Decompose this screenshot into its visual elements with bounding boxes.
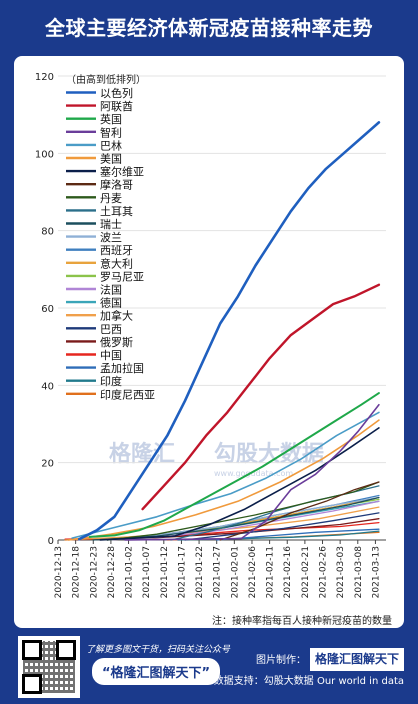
- x-tick-label: 2021-02-16: [283, 546, 293, 599]
- line-chart: 格隆汇 勾股大数据 www.gogudata.com 0 20 40 60 80 100 1…: [35, 72, 386, 598]
- promo-text: 了解更多图文干货，扫码关注公众号: [86, 645, 231, 655]
- legend-label: 以色列: [100, 86, 133, 100]
- series-line: [92, 496, 380, 541]
- watermark-url: www.gogudata.com: [214, 469, 293, 478]
- x-tick-label: 2020-12-28: [107, 546, 117, 599]
- legend-label: 波兰: [100, 231, 122, 244]
- x-tick-label: 2021-01-07: [142, 546, 152, 598]
- legend-label: 印度尼西亚: [100, 387, 155, 401]
- made-by-brand: 格隆汇图解天下: [309, 648, 404, 671]
- watermark: 格隆汇 勾股大数据 www.gogudata.com: [109, 441, 324, 478]
- legend-label: 德国: [100, 296, 122, 310]
- qr-code[interactable]: [18, 636, 80, 698]
- x-tick-label: 2021-03-08: [354, 546, 364, 599]
- qr-corner-icon: [22, 640, 42, 660]
- series-line: [219, 481, 380, 541]
- x-tick-label: 2020-12-23: [89, 546, 99, 598]
- legend-label: 意大利: [100, 256, 133, 270]
- series-line: [99, 427, 380, 541]
- data-source: 数据支持：勾股大数据 Our world in data: [213, 676, 404, 687]
- legend-label: 巴西: [100, 323, 122, 336]
- legend-label: 法国: [100, 283, 122, 297]
- y-tick-label: 80: [41, 227, 54, 238]
- series-line: [67, 419, 380, 541]
- x-tick-label: 2021-01-02: [125, 546, 135, 598]
- y-tick-label: 20: [41, 459, 54, 470]
- series-layer: [64, 121, 381, 541]
- legend-label: 西班牙: [100, 244, 133, 257]
- y-tick-label: 40: [41, 381, 54, 392]
- axes: 0 20 40 60 80 100 120 2020-12-13 2020-12-18 2020-…: [35, 72, 386, 598]
- legend-label: 阿联酋: [100, 99, 133, 113]
- legend-label: 智利: [100, 125, 122, 139]
- legend-label: 英国: [100, 112, 122, 126]
- series-line: [71, 411, 380, 539]
- x-tick-label: 2021-02-26: [319, 546, 329, 599]
- y-tick-label: 0: [48, 536, 54, 547]
- legend-label: 罗马尼亚: [100, 270, 144, 283]
- legend-label: 丹麦: [100, 192, 122, 205]
- series-line: [88, 392, 380, 538]
- x-tick-label: 2021-03-13: [371, 546, 381, 598]
- y-tick-label: 100: [35, 149, 54, 160]
- legend-label: 中国: [100, 349, 122, 362]
- x-tick-label: 2021-02-01: [230, 546, 240, 598]
- chart-note: 注：接种率指每百人接种新冠疫苗的数量: [212, 616, 392, 627]
- series-line: [77, 121, 381, 541]
- legend-label: 瑞士: [100, 217, 122, 231]
- x-tick-label: 2020-12-13: [54, 546, 64, 598]
- series-line: [184, 512, 380, 541]
- x-tick-label: 2021-01-12: [160, 546, 170, 598]
- legend-label: 塞尔维亚: [100, 165, 144, 179]
- x-tick-label: 2021-01-17: [177, 546, 187, 598]
- legend-label: 美国: [100, 153, 122, 166]
- series-line: [106, 481, 380, 541]
- x-tick-label: 2021-02-11: [266, 546, 276, 598]
- qr-corner-icon: [22, 674, 42, 694]
- x-tick-label: 2021-01-27: [213, 546, 223, 598]
- footer: 了解更多图文干货，扫码关注公众号 “格隆汇图解天下” 图片制作： 格隆汇图解天下 …: [0, 634, 418, 704]
- series-line: [124, 403, 380, 541]
- legend-label: 加拿大: [100, 309, 133, 323]
- y-tick-label: 120: [35, 72, 54, 83]
- legend-title: （由高到低排列）: [66, 73, 146, 86]
- legend-label: 印度: [100, 374, 122, 388]
- legend-label: 俄罗斯: [100, 336, 133, 349]
- legend-label: 孟加拉国: [100, 361, 144, 375]
- credits: 图片制作： 格隆汇图解天下 数据支持：勾股大数据 Our world in dat…: [214, 648, 404, 692]
- x-tick-label: 2021-02-06: [248, 546, 258, 599]
- legend-label: 摩洛哥: [100, 178, 133, 192]
- made-by: 图片制作： 格隆汇图解天下: [214, 648, 404, 671]
- promo-badge: “格隆汇图解天下”: [92, 658, 221, 685]
- x-tick-label: 2021-03-03: [336, 546, 346, 598]
- series-line: [141, 283, 381, 511]
- x-tick-label: 2020-12-18: [72, 546, 82, 599]
- page-title: 全球主要经济体新冠疫苗接种率走势: [45, 16, 373, 40]
- chart-card: 格隆汇 勾股大数据 www.gogudata.com 0 20 40 60 80 100 1…: [14, 56, 404, 628]
- grid: [58, 75, 386, 541]
- legend: （由高到低排列）以色列阿联酋英国智利巴林美国塞尔维亚摩洛哥丹麦土耳其瑞士波兰西班…: [66, 73, 155, 401]
- made-by-label: 图片制作：: [255, 655, 306, 666]
- y-tick-label: 60: [41, 304, 54, 315]
- qr-corner-icon: [56, 640, 76, 660]
- legend-label: 土耳其: [100, 205, 133, 218]
- x-tick-label: 2021-02-21: [301, 546, 311, 598]
- legend-label: 巴林: [100, 138, 122, 152]
- x-tick-label: 2021-01-22: [195, 546, 205, 598]
